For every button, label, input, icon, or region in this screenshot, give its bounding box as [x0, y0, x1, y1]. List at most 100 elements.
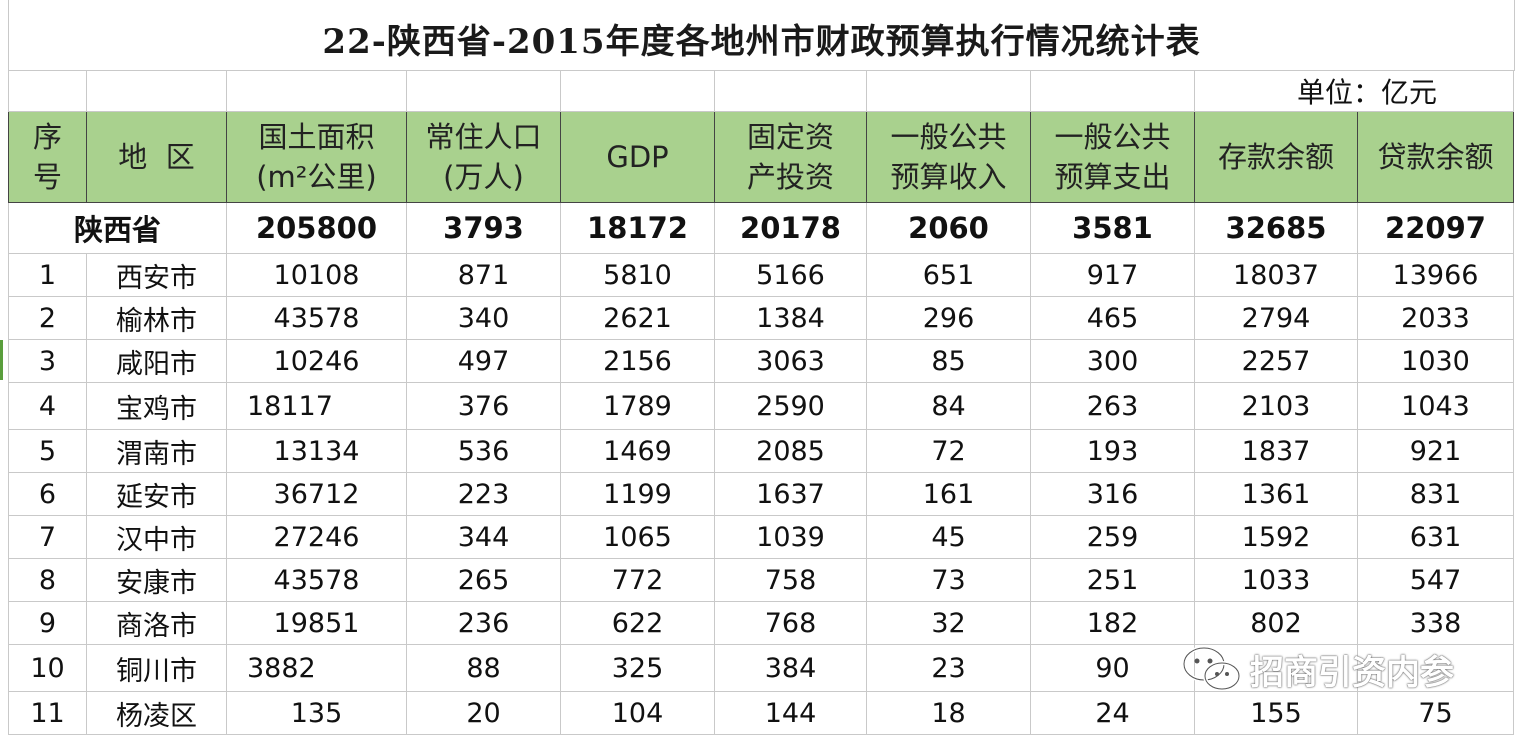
cell-deposits: 1033	[1194, 558, 1358, 602]
cell-loans: 2033	[1357, 296, 1514, 340]
cell-loans	[1357, 644, 1514, 692]
header-line: GDP	[606, 140, 669, 174]
cell-loans: 75	[1357, 691, 1514, 735]
cell-region: 宝鸡市	[86, 382, 227, 430]
cell-deposits: 1592	[1194, 515, 1358, 559]
cell-region: 延安市	[86, 472, 227, 516]
cell-investment: 2085	[714, 429, 867, 473]
header-line: 序	[32, 120, 62, 154]
header-row: 序号 地 区 国土面积 (m²公里) 常住人口 (万人) GDP 固定资 产投资 一般…	[8, 111, 1514, 203]
cell-expenditure: 24	[1030, 691, 1195, 735]
cell-area: 43578	[226, 558, 407, 602]
cell-index: 8	[8, 558, 87, 602]
cell-area: 43578	[226, 296, 407, 340]
header-line: 产投资	[746, 160, 834, 194]
table-row: 6 延安市 36712 223 1199 1637 161 316 1361 831	[8, 472, 1514, 516]
cell-loans: 22097	[1357, 202, 1514, 254]
cell-revenue: 84	[866, 382, 1031, 430]
cell-index: 4	[8, 382, 87, 430]
header-line: (m²公里)	[256, 160, 377, 194]
cell-index: 10	[8, 644, 87, 692]
cell-expenditure: 300	[1030, 339, 1195, 383]
watermark: 招商引资内参	[1180, 644, 1454, 694]
cell-loans: 1030	[1357, 339, 1514, 383]
unit-row: 单位：亿元	[8, 70, 1514, 112]
cell-region: 铜川市	[86, 644, 227, 692]
cell-area: 19851	[226, 601, 407, 645]
cell-revenue: 85	[866, 339, 1031, 383]
cell-deposits: 32685	[1194, 202, 1358, 254]
row-selection-marker	[0, 340, 3, 380]
header-line: (万人)	[443, 160, 524, 194]
cell-area: 10108	[226, 253, 407, 297]
cell-index: 5	[8, 429, 87, 473]
cell-loans: 13966	[1357, 253, 1514, 297]
header-expenditure: 一般公共 预算支出	[1030, 111, 1195, 203]
header-line: 固定资	[746, 120, 834, 154]
cell-gdp: 325	[560, 644, 715, 692]
empty-cell	[1030, 70, 1195, 112]
header-line: 国土面积	[258, 120, 375, 154]
header-line: 贷款余额	[1377, 140, 1494, 174]
cell-population: 265	[406, 558, 561, 602]
watermark-text: 招商引资内参	[1250, 652, 1454, 693]
header-line: 预算支出	[1054, 160, 1171, 194]
cell-population: 340	[406, 296, 561, 340]
cell-index: 1	[8, 253, 87, 297]
header-revenue: 一般公共 预算收入	[866, 111, 1031, 203]
cell-investment: 1039	[714, 515, 867, 559]
cell-region: 西安市	[86, 253, 227, 297]
cell-population: 236	[406, 601, 561, 645]
title-row: 22-陕西省-2015年度各地州市财政预算执行情况统计表	[8, 0, 1515, 71]
cell-revenue: 161	[866, 472, 1031, 516]
cell-population: 344	[406, 515, 561, 559]
cell-revenue: 73	[866, 558, 1031, 602]
cell-revenue: 651	[866, 253, 1031, 297]
cell-investment: 2590	[714, 382, 867, 430]
table-row: 3 咸阳市 10246 497 2156 3063 85 300 2257 1030	[8, 339, 1514, 383]
cell-index: 3	[8, 339, 87, 383]
cell-deposits: 2103	[1194, 382, 1358, 430]
cell-region: 杨凌区	[86, 691, 227, 735]
cell-expenditure: 917	[1030, 253, 1195, 297]
header-line: 常住人口	[425, 120, 542, 154]
cell-population: 376	[406, 382, 561, 430]
header-investment: 固定资 产投资	[714, 111, 867, 203]
cell-index: 2	[8, 296, 87, 340]
budget-table: 单位：亿元 序号 地 区 国土面积 (m²公里) 常住人口 (万人) GDP 固定资…	[8, 70, 1514, 735]
cell-region: 汉中市	[86, 515, 227, 559]
cell-expenditure: 259	[1030, 515, 1195, 559]
header-line: 存款余额	[1217, 140, 1334, 174]
cell-investment: 1637	[714, 472, 867, 516]
table-row: 2 榆林市 43578 340 2621 1384 296 465 2794 2033	[8, 296, 1514, 340]
cell-region: 渭南市	[86, 429, 227, 473]
cell-investment: 144	[714, 691, 867, 735]
cell-revenue: 32	[866, 601, 1031, 645]
cell-deposits: 18037	[1194, 253, 1358, 297]
cell-population: 871	[406, 253, 561, 297]
cell-gdp: 1469	[560, 429, 715, 473]
cell-deposits: 802	[1194, 601, 1358, 645]
cell-population: 536	[406, 429, 561, 473]
cell-investment: 3063	[714, 339, 867, 383]
cell-region: 榆林市	[86, 296, 227, 340]
cell-revenue: 45	[866, 515, 1031, 559]
table-row: 1 西安市 10108 871 5810 5166 651 917 18037 13966	[8, 253, 1514, 297]
header-line: 一般公共	[1054, 120, 1171, 154]
table-row: 7 汉中市 27246 344 1065 1039 45 259 1592 631	[8, 515, 1514, 559]
cell-revenue: 296	[866, 296, 1031, 340]
cell-gdp: 772	[560, 558, 715, 602]
cell-expenditure: 193	[1030, 429, 1195, 473]
cell-population: 20	[406, 691, 561, 735]
cell-area: 135	[226, 691, 407, 735]
cell-gdp: 2621	[560, 296, 715, 340]
header-region: 地 区	[86, 111, 227, 203]
cell-region: 商洛市	[86, 601, 227, 645]
cell-investment: 768	[714, 601, 867, 645]
header-loans: 贷款余额	[1357, 111, 1514, 203]
cell-area: 10246	[226, 339, 407, 383]
header-area: 国土面积 (m²公里)	[226, 111, 407, 203]
cell-revenue: 18	[866, 691, 1031, 735]
header-population: 常住人口 (万人)	[406, 111, 561, 203]
